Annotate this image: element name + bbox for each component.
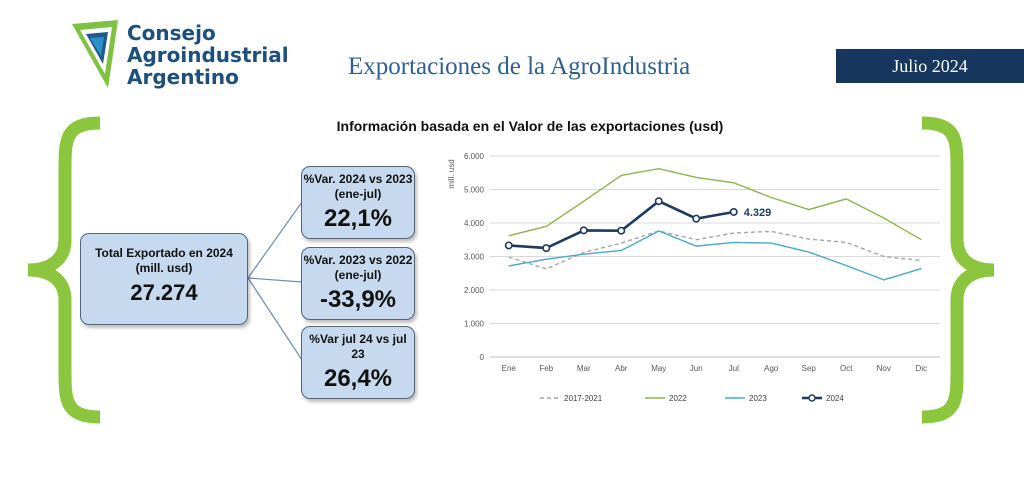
legend-label-2023: 2023 — [749, 394, 767, 403]
y-tick-label: 3.000 — [464, 253, 485, 262]
var-2024-vs-2023-box: %Var. 2024 vs 2023 (ene-jul) 22,1% — [301, 166, 415, 239]
x-tick-label: Mar — [577, 364, 591, 373]
legend-label-2024: 2024 — [826, 394, 844, 403]
x-tick-label: Ago — [764, 364, 779, 373]
series-point-2024 — [504, 241, 513, 250]
y-tick-label: 0 — [480, 353, 485, 362]
org-name-line1: Consejo — [127, 21, 216, 45]
data-label-jul-2024: 4.329 — [744, 207, 772, 219]
y-tick-label: 5.000 — [464, 186, 485, 195]
x-tick-label: Feb — [539, 364, 553, 373]
y-tick-label: 4.000 — [464, 219, 485, 228]
legend-marker-2024 — [808, 394, 816, 402]
var-jul-value: 26,4% — [323, 365, 393, 392]
total-exported-box: Total Exportado en 2024 (mill. usd) 27.2… — [80, 233, 248, 325]
series-line-2024 — [508, 199, 735, 250]
y-tick-label: 6.000 — [464, 152, 485, 161]
series-point-2024 — [729, 207, 738, 216]
series-point-2024 — [654, 197, 663, 206]
page-title: Exportaciones de la AgroIndustria — [348, 53, 691, 80]
y-axis-label: mill. usd — [447, 159, 456, 188]
logo-icon — [72, 20, 118, 88]
x-tick-label: Nov — [877, 364, 891, 373]
org-name: Consejo Agroindustrial Argentino — [127, 22, 289, 88]
y-tick-label: 1.000 — [464, 320, 485, 329]
x-tick-label: Sep — [802, 364, 817, 373]
x-tick-label: Jul — [729, 364, 739, 373]
var-2024-vs-2023-label: %Var. 2024 vs 2023 (ene-jul) — [303, 172, 413, 201]
series-point-2024 — [579, 226, 588, 235]
var-jul-box: %Var jul 24 vs jul 23 26,4% — [301, 326, 415, 399]
x-tick-label: Ene — [502, 364, 517, 373]
total-exported-value: 27.274 — [130, 280, 198, 305]
var-2023-vs-2022-value: -33,9% — [319, 286, 397, 313]
legend-label-2022: 2022 — [669, 394, 687, 403]
x-tick-label: Dic — [915, 364, 927, 373]
x-tick-label: May — [651, 364, 666, 373]
y-tick-label: 2.000 — [464, 286, 485, 295]
series-point-2024 — [617, 226, 626, 235]
left-brace-icon — [27, 116, 100, 424]
exports-line-chart: 0 1.000 2.000 3.000 4.000 5.000 6.000 mill. usd… — [447, 152, 940, 403]
total-exported-label: Total Exportado en 2024 (mill. usd) — [95, 246, 233, 275]
var-2023-vs-2022-box: %Var. 2023 vs 2022 (ene-jul) -33,9% — [301, 247, 415, 320]
right-brace-icon — [922, 116, 995, 424]
date-badge: Julio 2024 — [836, 49, 1024, 83]
series-line-2023 — [508, 230, 922, 281]
connector-lines — [247, 201, 303, 361]
series-point-2024 — [692, 214, 701, 223]
series-point-2024 — [542, 244, 551, 253]
legend-label-2017-2021: 2017-2021 — [564, 394, 603, 403]
org-name-line2: Agroindustrial — [127, 43, 289, 67]
var-2023-vs-2022-label: %Var. 2023 vs 2022 (ene-jul) — [303, 253, 413, 282]
x-tick-label: Jun — [690, 364, 703, 373]
x-tick-label: Abr — [615, 364, 628, 373]
var-2024-vs-2023-value: 22,1% — [323, 205, 393, 232]
var-jul-label: %Var jul 24 vs jul 23 — [309, 332, 407, 361]
org-name-line3: Argentino — [127, 65, 239, 89]
x-tick-label: Oct — [840, 364, 853, 373]
chart-title: Información basada en el Valor de las ex… — [336, 118, 724, 134]
series-line-2022 — [508, 167, 922, 241]
